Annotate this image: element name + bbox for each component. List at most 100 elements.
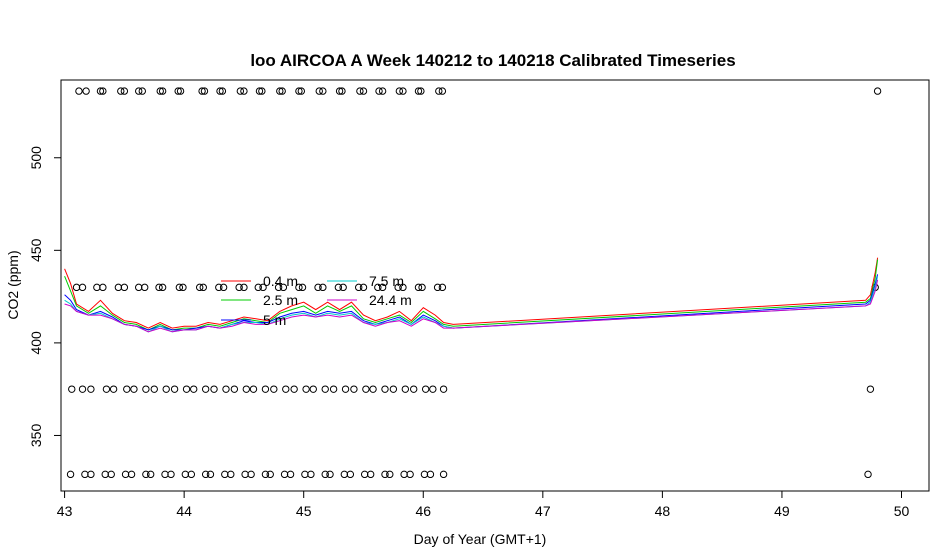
series-line <box>64 274 879 331</box>
scatter-point <box>206 470 215 479</box>
scatter-point <box>123 385 131 393</box>
scatter-point <box>375 87 383 95</box>
chart-title: loo AIRCOA A Week 140212 to 140218 Calib… <box>250 51 735 70</box>
scatter-point <box>374 283 382 292</box>
scatter-point <box>340 470 349 479</box>
scatter-point <box>72 283 81 292</box>
scatter-point <box>221 470 229 479</box>
scatter-point <box>215 283 223 292</box>
scatter-point <box>307 470 315 479</box>
scatter-point <box>156 87 164 95</box>
scatter-point <box>315 87 323 95</box>
scatter-point <box>258 87 266 95</box>
scatter-point <box>399 283 407 292</box>
scatter-point <box>339 283 347 292</box>
scatter-point <box>359 87 368 95</box>
scatter-point <box>282 385 290 393</box>
x-tick-label: 43 <box>57 503 73 519</box>
scatter-point <box>175 283 184 292</box>
scatter-point <box>142 470 150 479</box>
scatter-point <box>359 283 368 292</box>
legend-label: 2.5 m <box>263 292 298 308</box>
scatter-point <box>120 283 129 292</box>
x-tick-label: 44 <box>176 503 192 519</box>
scatter-point <box>864 470 872 479</box>
legend-label: 7.5 m <box>369 273 404 289</box>
scatter-point <box>314 283 322 292</box>
scatter-point <box>329 385 338 393</box>
scatter-point <box>150 385 158 393</box>
scatter-point <box>127 470 136 479</box>
scatter-point <box>338 87 346 95</box>
scatter-point <box>360 470 369 479</box>
x-tick-label: 45 <box>296 503 312 519</box>
scatter-point <box>78 283 87 292</box>
scatter-point <box>280 470 289 479</box>
scatter-point <box>406 470 414 479</box>
scatter-point <box>386 470 394 479</box>
scatter-point <box>395 87 404 95</box>
scatter-point <box>167 470 175 479</box>
scatter-point <box>75 87 83 95</box>
scatter-point <box>389 385 398 393</box>
scatter-point <box>201 470 210 479</box>
scatter-point <box>378 87 387 95</box>
series-lines <box>64 257 879 333</box>
scatter-point <box>394 283 402 292</box>
scatter-point <box>242 385 251 393</box>
scatter-point <box>146 470 155 479</box>
scatter-point <box>429 385 437 393</box>
series-line <box>64 279 879 333</box>
scatter-point <box>335 87 344 95</box>
scatter-point <box>274 283 283 292</box>
scatter-point <box>399 87 407 95</box>
scatter-point <box>158 283 167 292</box>
scatter-point <box>346 470 355 479</box>
legend-label: 5 m <box>263 312 286 328</box>
scatter-point <box>179 283 187 292</box>
scatter-point <box>195 283 204 292</box>
scatter-point <box>230 385 239 393</box>
scatter-point <box>261 385 270 393</box>
scatter-point <box>227 470 235 479</box>
scatter-point <box>140 283 149 292</box>
scatter-point <box>254 283 262 292</box>
scatter-point <box>290 385 298 393</box>
scatter-point <box>101 470 109 479</box>
scatter-point <box>176 87 185 95</box>
legend-label: 24.4 m <box>369 292 412 308</box>
scatter-point <box>414 87 423 95</box>
scatter-point <box>381 385 389 393</box>
scatter-point <box>114 283 123 292</box>
scatter-point <box>102 385 111 393</box>
scatter-point <box>378 283 387 292</box>
scatter-point <box>418 283 426 292</box>
scatter-point <box>135 87 143 95</box>
scatter-point <box>409 385 418 393</box>
scatter-point <box>158 87 167 95</box>
scatter-point <box>426 470 435 479</box>
scatter-point <box>81 470 89 479</box>
scatter-point <box>181 470 190 479</box>
scatter-point <box>319 87 327 95</box>
scatter-point <box>68 385 76 393</box>
scatter-point <box>117 87 125 95</box>
scatter-point <box>82 87 90 95</box>
scatter-point <box>259 283 267 292</box>
scatter-point <box>120 87 129 95</box>
scatter-point <box>266 470 274 479</box>
x-tick-label: 46 <box>415 503 431 519</box>
scatter-point <box>96 87 105 95</box>
scatter-point <box>247 470 255 479</box>
scatter-point <box>866 385 875 393</box>
scatter-point <box>236 87 245 95</box>
scatter-point <box>350 385 358 393</box>
scatter-point <box>369 385 377 393</box>
series-line <box>64 257 879 329</box>
scatter-point <box>298 283 307 292</box>
scatter-point <box>420 470 429 479</box>
scatter-point <box>142 385 150 393</box>
scatter-point <box>439 470 448 479</box>
scatter-point <box>355 283 363 292</box>
